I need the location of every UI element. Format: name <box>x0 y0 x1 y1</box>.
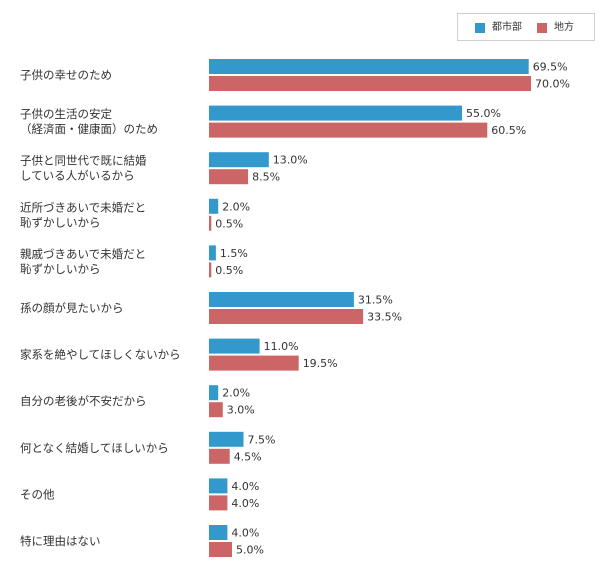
category-label-3-line-1: 子供と同世代で既に結婚 <box>20 154 147 168</box>
bar-series-1-9 <box>209 431 244 447</box>
value-label-series-2-8: 3.0% <box>227 404 255 417</box>
bar-series-2-2 <box>209 122 488 138</box>
category-label-11: 特に理由はない <box>20 534 101 548</box>
value-label-series-1-1: 69.5% <box>533 61 568 74</box>
bar-series-2-10 <box>209 495 228 511</box>
value-label-series-1-4: 2.0% <box>222 200 250 213</box>
value-label-series-1-8: 2.0% <box>222 387 250 400</box>
category-label-5-line-2: 恥ずかしいから <box>20 262 101 276</box>
bar-series-2-1 <box>209 76 531 91</box>
category-label-3-line-2: している人がいるから <box>20 169 135 183</box>
category-label-6: 孫の顔が見たいから <box>20 301 124 315</box>
bar-series-1-3 <box>209 152 269 168</box>
value-label-series-2-5: 0.5% <box>215 264 243 277</box>
bar-series-1-5 <box>209 245 216 261</box>
value-label-series-1-7: 11.0% <box>264 340 299 353</box>
bar-series-2-7 <box>209 355 299 371</box>
bar-series-2-6 <box>209 309 364 324</box>
bar-series-1-8 <box>209 385 219 401</box>
value-label-series-2-1: 70.0% <box>535 78 570 91</box>
legend-label-series-2: 地方 <box>554 22 574 33</box>
legend: 都市部 地方 <box>457 13 595 41</box>
value-label-series-1-10: 4.0% <box>231 480 259 493</box>
legend-label-series-1: 都市部 <box>492 22 522 33</box>
category-label-9: 何となく結婚してほしいから <box>20 441 169 455</box>
bar-series-1-4 <box>209 198 219 214</box>
category-label-1: 子供の幸せのため <box>20 68 112 82</box>
value-label-series-2-2: 60.5% <box>491 124 526 137</box>
bar-series-1-7 <box>209 338 260 354</box>
category-label-8: 自分の老後が不安だから <box>20 394 147 408</box>
value-label-series-2-4: 0.5% <box>215 217 243 230</box>
category-label-2-line-2: （経済面・健康面）のため <box>20 122 158 136</box>
bar-series-2-4 <box>209 215 212 231</box>
legend-item-series-1: 都市部 <box>475 22 522 34</box>
legend-item-series-2: 地方 <box>537 22 574 34</box>
value-label-series-1-9: 7.5% <box>248 433 276 446</box>
value-label-series-2-10: 4.0% <box>231 497 259 510</box>
category-label-4-line-2: 恥ずかしいから <box>20 215 101 229</box>
bar-series-1-10 <box>209 478 228 494</box>
value-label-series-2-3: 8.5% <box>252 171 280 184</box>
bar-series-1-2 <box>209 105 462 121</box>
value-label-series-1-2: 55.0% <box>466 107 501 120</box>
value-label-series-2-6: 33.5% <box>367 311 402 324</box>
bar-series-2-3 <box>209 169 249 185</box>
value-label-series-2-11: 5.0% <box>236 544 264 557</box>
bar-series-1-11 <box>209 525 228 540</box>
category-label-10: その他 <box>20 487 55 501</box>
bar-series-1-1 <box>209 59 529 74</box>
bar-series-2-8 <box>209 402 223 418</box>
bar-series-2-9 <box>209 448 230 464</box>
value-label-series-1-5: 1.5% <box>220 247 248 260</box>
bar-series-2-11 <box>209 542 232 557</box>
legend-swatch-series-2 <box>537 23 547 33</box>
bar-series-1-6 <box>209 292 354 307</box>
value-label-series-2-9: 4.5% <box>234 450 262 463</box>
value-label-series-1-6: 31.5% <box>358 294 393 307</box>
legend-swatch-series-1 <box>475 23 485 33</box>
bar-series-2-5 <box>209 262 212 278</box>
value-label-series-1-11: 4.0% <box>231 527 259 540</box>
category-label-7: 家系を絶やしてほしくないから <box>20 348 181 362</box>
category-label-5-line-1: 親戚づきあいで未婚だと <box>20 247 146 261</box>
value-label-series-2-7: 19.5% <box>303 357 338 370</box>
value-label-series-1-3: 13.0% <box>273 154 308 167</box>
category-label-2-line-1: 子供の生活の安定 <box>20 107 112 121</box>
category-label-4-line-1: 近所づきあいで未婚だと <box>20 200 146 214</box>
